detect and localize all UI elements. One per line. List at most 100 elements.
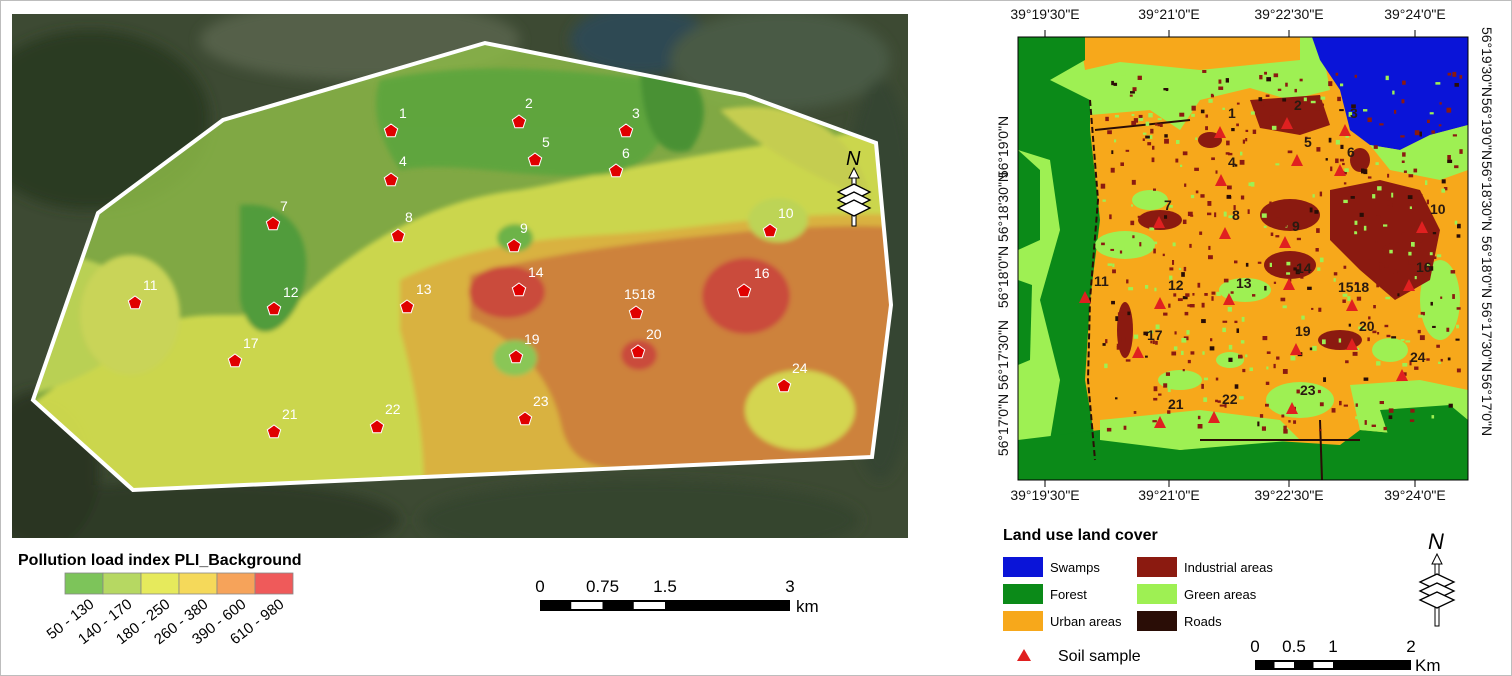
right-sample-20: 20 <box>1346 318 1375 350</box>
sample-marker-icon <box>227 353 243 368</box>
soil-sample-marker-icon <box>1346 299 1358 311</box>
soil-sample-marker-icon <box>1153 216 1165 228</box>
right-sample-11: 11 <box>1079 273 1109 303</box>
sample-marker-icon <box>390 228 406 243</box>
right-lat-tick: 56°18'30"N <box>1479 161 1495 231</box>
right-sample-13: 13 <box>1223 275 1252 305</box>
sample-marker-icon <box>762 223 778 238</box>
left-sample-label: 9 <box>520 220 528 236</box>
right-sample-1: 1 <box>1214 105 1236 138</box>
right-sample-21: 21 <box>1154 396 1184 428</box>
right-north-label: N <box>1428 529 1444 554</box>
lulc-swatch <box>1003 584 1043 604</box>
sample-marker-icon <box>618 123 634 138</box>
lulc-swatch <box>1003 557 1043 577</box>
lulc-swatch <box>1137 584 1177 604</box>
left-sample-label: 12 <box>283 284 299 300</box>
soil-sample-legend-symbol <box>1017 649 1031 661</box>
lulc-class-forest: Forest <box>1003 584 1087 604</box>
sample-marker-icon <box>508 349 524 364</box>
sample-marker-icon <box>399 299 415 314</box>
top-lon-tick: 39°22'30"E <box>1254 6 1323 22</box>
right-sample-label: 24 <box>1410 349 1426 365</box>
right-sample-label: 17 <box>1147 327 1163 343</box>
lulc-class-label: Green areas <box>1184 587 1257 602</box>
sample-marker-icon <box>511 282 527 297</box>
right-sample-1518: 1518 <box>1338 279 1369 311</box>
right-scale-tick: 2 <box>1406 637 1415 656</box>
left-sample-2: 2 <box>511 95 533 129</box>
right-sample-23: 23 <box>1286 382 1316 414</box>
left-sample-12: 12 <box>266 284 299 316</box>
left-sample-label: 24 <box>792 360 808 376</box>
left-sample-22: 22 <box>369 401 401 434</box>
soil-sample-marker-icon <box>1416 221 1428 233</box>
sample-marker-icon <box>266 301 282 316</box>
left-lat-tick: 56°19'0"N <box>995 116 1011 178</box>
soil-sample-legend-label: Soil sample <box>1058 648 1141 665</box>
right-sample-label: 21 <box>1168 396 1184 412</box>
pli-swatch <box>254 572 294 595</box>
soil-sample-marker-icon <box>1346 338 1358 350</box>
left-lat-tick: 56°17'30"N <box>995 320 1011 390</box>
right-sample-label: 1 <box>1228 105 1236 121</box>
right-sample-14: 14 <box>1283 260 1312 290</box>
lulc-class-green-areas: Green areas <box>1137 584 1257 604</box>
soil-sample-marker-icon <box>1079 291 1091 303</box>
left-sample-6: 6 <box>608 145 630 178</box>
left-sample-label: 1518 <box>624 286 655 302</box>
bottom-lon-tick: 39°19'30"E <box>1010 487 1079 503</box>
left-north-label: N <box>846 148 861 170</box>
left-sample-label: 3 <box>632 105 640 121</box>
right-scale-bar: 0 0.5 1 2Km <box>1250 637 1440 675</box>
right-scale-tick: 0 <box>1250 637 1259 656</box>
lulc-class-label: Roads <box>1184 614 1222 629</box>
pli-swatch <box>216 572 256 595</box>
left-sample-21: 21 <box>266 406 298 439</box>
pli-zones <box>33 43 891 490</box>
lulc-class-label: Industrial areas <box>1184 560 1273 575</box>
right-north-arrow: N <box>1418 529 1456 627</box>
sample-marker-icon <box>506 238 522 253</box>
sample-marker-icon <box>630 344 646 359</box>
lulc-class-swamps: Swamps <box>1003 557 1100 577</box>
soil-sample-marker-icon <box>1223 293 1235 305</box>
right-sample-8: 8 <box>1219 207 1240 239</box>
left-sample-19: 19 <box>508 331 540 364</box>
soil-sample-marker-icon <box>1339 124 1351 136</box>
right-sample-label: 20 <box>1359 318 1375 334</box>
left-sample-label: 22 <box>385 401 401 417</box>
right-sample-label: 13 <box>1236 275 1252 291</box>
pli-swatch <box>64 572 104 595</box>
sample-marker-icon <box>608 163 624 178</box>
left-sample-label: 16 <box>754 265 770 281</box>
right-sample-label: 6 <box>1347 144 1355 160</box>
right-sample-label: 14 <box>1296 260 1312 276</box>
right-lat-tick: 56°17'0"N <box>1479 374 1495 436</box>
sample-marker-icon <box>383 123 399 138</box>
left-sample-9: 9 <box>506 220 528 253</box>
left-sample-label: 5 <box>542 134 550 150</box>
left-scale-tick: 1.5 <box>653 577 677 596</box>
left-sample-label: 6 <box>622 145 630 161</box>
left-sample-11: 11 <box>127 277 158 310</box>
right-scale-unit: Km <box>1415 656 1441 675</box>
right-sample-2: 2 <box>1281 97 1302 129</box>
left-sample-label: 20 <box>646 326 662 342</box>
right-sample-12: 12 <box>1154 277 1184 309</box>
left-sample-3: 3 <box>618 105 640 138</box>
pli-legend: Pollution load index PLI_Background 50 -… <box>18 552 302 648</box>
sample-marker-icon <box>511 114 527 129</box>
left-sample-label: 11 <box>143 277 158 293</box>
sample-marker-icon <box>127 295 143 310</box>
right-map-graticule: 39°19'30"E 39°21'0"E 39°22'30"E 39°24'0"E39… <box>995 6 1495 503</box>
pli-swatch <box>140 572 180 595</box>
right-sample-label: 19 <box>1295 323 1311 339</box>
sample-marker-icon <box>383 172 399 187</box>
pli-swatch <box>178 572 218 595</box>
left-scale-unit: km <box>796 597 819 616</box>
sample-marker-icon <box>628 305 644 320</box>
right-sample-label: 9 <box>1292 218 1300 234</box>
